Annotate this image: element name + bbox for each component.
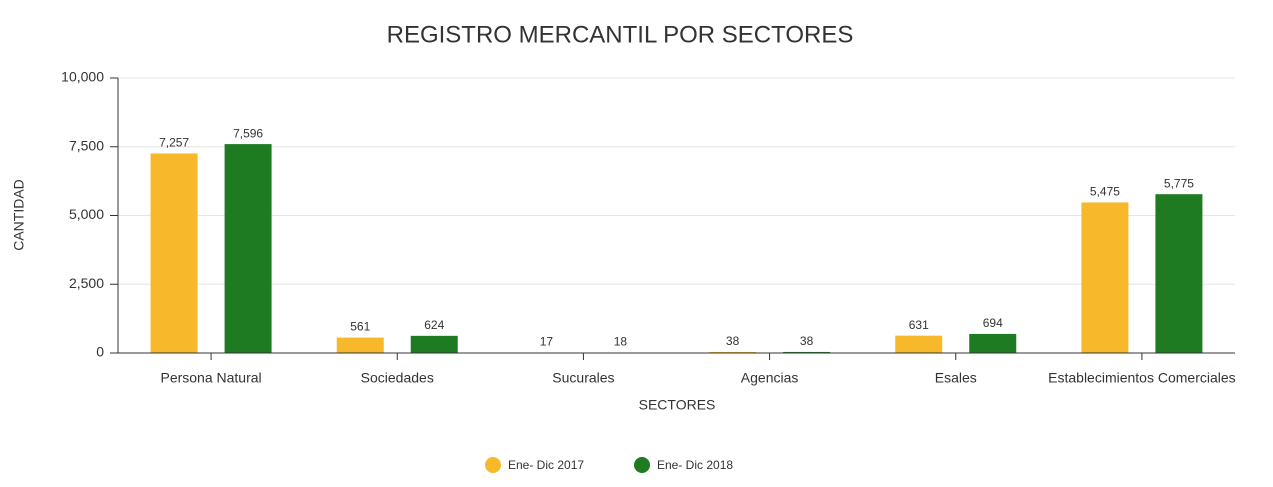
value-label: 624 (424, 318, 444, 332)
value-label: 561 (350, 320, 370, 334)
bar (150, 153, 198, 353)
chart-title: REGISTRO MERCANTIL POR SECTORES (387, 21, 854, 48)
bar (1155, 194, 1203, 353)
y-tick-label: 2,500 (69, 275, 104, 291)
y-tick-label: 10,000 (61, 69, 104, 85)
value-label: 7,257 (159, 136, 189, 150)
bar (410, 335, 458, 353)
x-axis-label: SECTORES (639, 397, 716, 413)
value-label: 631 (909, 318, 929, 332)
legend-marker (485, 457, 501, 473)
bar (336, 337, 384, 353)
value-label: 38 (800, 334, 814, 348)
value-label: 18 (614, 335, 628, 349)
value-label: 7,596 (233, 126, 263, 140)
bar (969, 333, 1017, 353)
x-tick-label: Persona Natural (160, 370, 261, 386)
bar (895, 335, 943, 353)
x-tick-label: Sucurales (552, 370, 614, 386)
y-tick-label: 0 (96, 344, 104, 360)
bar (1081, 202, 1129, 353)
legend-label: Ene- Dic 2018 (657, 458, 733, 472)
x-tick-label: Sociedades (361, 370, 434, 386)
bar (224, 144, 272, 353)
bar (783, 351, 831, 353)
value-label: 694 (983, 316, 1003, 330)
legend-marker (634, 457, 650, 473)
y-tick-label: 5,000 (69, 206, 104, 222)
y-axis-label: CANTIDAD (11, 179, 27, 251)
x-tick-label: Establecimientos Comerciales (1048, 370, 1236, 386)
bar (709, 351, 757, 353)
value-label: 17 (540, 335, 554, 349)
value-label: 5,475 (1090, 185, 1120, 199)
value-label: 5,775 (1164, 176, 1194, 190)
x-tick-label: Esales (935, 370, 977, 386)
value-label: 38 (726, 334, 740, 348)
legend-label: Ene- Dic 2017 (508, 458, 584, 472)
y-tick-label: 7,500 (69, 137, 104, 153)
x-tick-label: Agencias (741, 370, 799, 386)
